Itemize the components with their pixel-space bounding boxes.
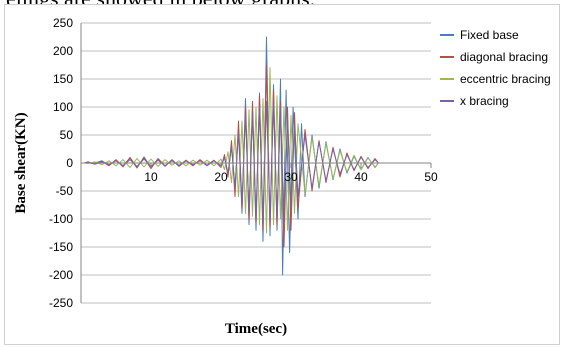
legend-label: diagonal bracing bbox=[460, 50, 548, 64]
series-line-eccentric-bracing bbox=[84, 67, 379, 234]
x-tick-label: 20 bbox=[214, 170, 228, 184]
legend-label: eccentric bracing bbox=[460, 72, 551, 86]
x-axis-title: Time(sec) bbox=[225, 321, 287, 337]
series-lines bbox=[84, 36, 379, 276]
y-tick-label: 0 bbox=[66, 156, 73, 170]
legend-label: x bracing bbox=[460, 94, 509, 108]
y-tick-label: -100 bbox=[49, 212, 73, 226]
axes bbox=[80, 23, 432, 303]
x-tick-label: 40 bbox=[354, 170, 368, 184]
series-line-fixed-base bbox=[84, 36, 379, 276]
y-tick-label: 200 bbox=[53, 44, 73, 58]
gridlines bbox=[81, 22, 431, 304]
y-axis-title: Base shear(KN) bbox=[13, 112, 29, 213]
x-tick-label: 30 bbox=[284, 170, 298, 184]
base-shear-chart: 250 200 150 100 50 0 -50 -100 -150 -200 -250 10 20 30… bbox=[13, 16, 551, 337]
tick-labels: 250 200 150 100 50 0 -50 -100 -150 -200 -250 10 20 30… bbox=[49, 16, 438, 310]
legend: Fixed base diagonal bracing eccentric brac… bbox=[440, 28, 551, 108]
series-line-diagonal-bracing bbox=[84, 64, 379, 248]
chart-frame: 250 200 150 100 50 0 -50 -100 -150 -200 -250 10 20 30… bbox=[4, 4, 560, 345]
y-tick-label: -150 bbox=[49, 240, 73, 254]
x-tick-label: 50 bbox=[424, 170, 438, 184]
y-tick-label: -200 bbox=[49, 268, 73, 282]
y-tick-label: -250 bbox=[49, 296, 73, 310]
y-tick-label: 150 bbox=[53, 72, 73, 86]
y-tick-label: 100 bbox=[53, 100, 73, 114]
x-tick-label: 10 bbox=[144, 170, 158, 184]
y-tick-label: 50 bbox=[60, 128, 74, 142]
legend-label: Fixed base bbox=[460, 28, 519, 42]
series-line-x-bracing bbox=[84, 100, 379, 223]
y-tick-label: 250 bbox=[53, 16, 73, 30]
y-tick-label: -50 bbox=[56, 184, 74, 198]
